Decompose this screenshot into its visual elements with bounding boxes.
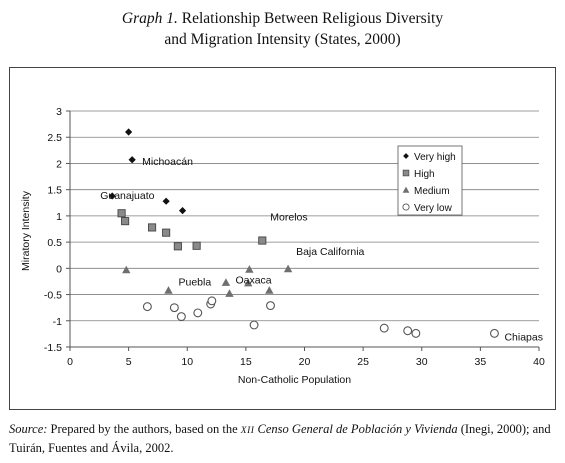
data-point-square: [192, 241, 201, 250]
data-point-circle: [403, 326, 413, 336]
y-tick-label: -0.5: [44, 290, 62, 302]
x-tick-label: 35: [475, 356, 487, 368]
x-tick-label: 0: [67, 356, 73, 368]
figure-label: Graph 1.: [121, 10, 178, 27]
x-tick-label: 5: [126, 356, 132, 368]
data-point-circle: [207, 296, 217, 306]
annotation-label: Chiapas: [504, 331, 543, 343]
data-point-triangle: [244, 278, 253, 287]
x-tick-label: 25: [357, 356, 369, 368]
data-point-triangle: [122, 265, 131, 274]
y-tick-label: 2: [56, 158, 62, 170]
y-tick-label: 1: [56, 211, 62, 223]
source-label: Source:: [9, 422, 48, 436]
data-point-square: [117, 209, 126, 218]
y-tick-label: 0: [56, 263, 62, 275]
data-point-square: [148, 223, 157, 232]
data-point-square: [173, 242, 182, 251]
data-point-triangle: [221, 278, 231, 286]
data-point-circle: [176, 312, 186, 322]
legend-marker-square: [402, 169, 410, 177]
y-tick-label: -1: [53, 316, 62, 328]
data-point-square: [258, 236, 267, 245]
legend-marker-triangle: [402, 186, 410, 193]
y-tick-label: 3: [56, 106, 62, 118]
legend-marker-diamond: [403, 153, 409, 159]
x-tick-label: 20: [299, 356, 311, 368]
y-tick-label: 0.5: [47, 237, 62, 249]
data-point-triangle: [265, 286, 274, 294]
annotation-label: Michoacán: [142, 156, 193, 168]
data-point-circle: [193, 308, 203, 318]
data-point-diamond: [128, 156, 136, 164]
data-point-square: [162, 228, 171, 237]
legend-label: Very high: [414, 152, 456, 163]
y-tick-label: 2.5: [47, 132, 62, 144]
legend-box: [397, 145, 463, 216]
data-point-triangle: [225, 289, 234, 297]
data-point-circle: [266, 301, 275, 311]
data-point-square: [121, 217, 130, 226]
data-point-diamond: [178, 207, 187, 215]
source-text-1: Prepared by the authors, based on the: [50, 422, 238, 436]
annotation-label: Baja California: [296, 246, 364, 258]
source-note: Source: Prepared by the authors, based o…: [9, 421, 559, 457]
data-point-diamond: [108, 192, 116, 200]
chart-title: Graph 1. Relationship Between Religious …: [0, 8, 565, 50]
data-point-circle: [169, 303, 179, 313]
x-axis-title: Non-Catholic Population: [238, 374, 351, 386]
source-census: Censo General de Población y Vivienda: [257, 422, 458, 436]
annotation-label: Oaxaca: [235, 275, 271, 287]
legend-label: Very low: [414, 203, 453, 214]
data-point-triangle: [283, 264, 293, 273]
chart-frame: [9, 67, 556, 410]
source-text-2: (Inegi, 2000); and Tuirán, Fuentes and Á…: [9, 422, 551, 455]
data-point-circle: [411, 328, 421, 338]
source-roman: XII: [240, 426, 255, 436]
data-point-triangle: [245, 265, 254, 273]
legend-marker-circle: [402, 203, 410, 211]
data-point-circle: [379, 323, 389, 333]
x-tick-label: 30: [416, 356, 428, 368]
data-point-circle: [249, 320, 259, 330]
y-tick-label: -1.5: [44, 342, 62, 354]
annotation-label: Guanajuato: [100, 190, 154, 202]
data-point-diamond: [162, 197, 170, 205]
data-point-circle: [489, 328, 499, 338]
legend-label: High: [414, 169, 435, 180]
y-axis-title: Miratory Intensity: [20, 190, 32, 271]
title-line-2: and Migration Intensity (States, 2000): [164, 31, 401, 48]
x-tick-label: 10: [181, 356, 193, 368]
data-point-circle: [142, 302, 152, 312]
annotation-label: Morelos: [270, 212, 307, 224]
annotation-label: Puebla: [178, 276, 211, 288]
data-point-diamond: [125, 128, 133, 136]
title-line-1: Relationship Between Religious Diversity: [181, 10, 444, 27]
x-tick-label: 40: [533, 356, 545, 368]
legend-label: Medium: [414, 186, 450, 197]
data-point-triangle: [164, 286, 173, 294]
x-tick-label: 15: [240, 356, 252, 368]
y-tick-label: 1.5: [47, 185, 62, 197]
